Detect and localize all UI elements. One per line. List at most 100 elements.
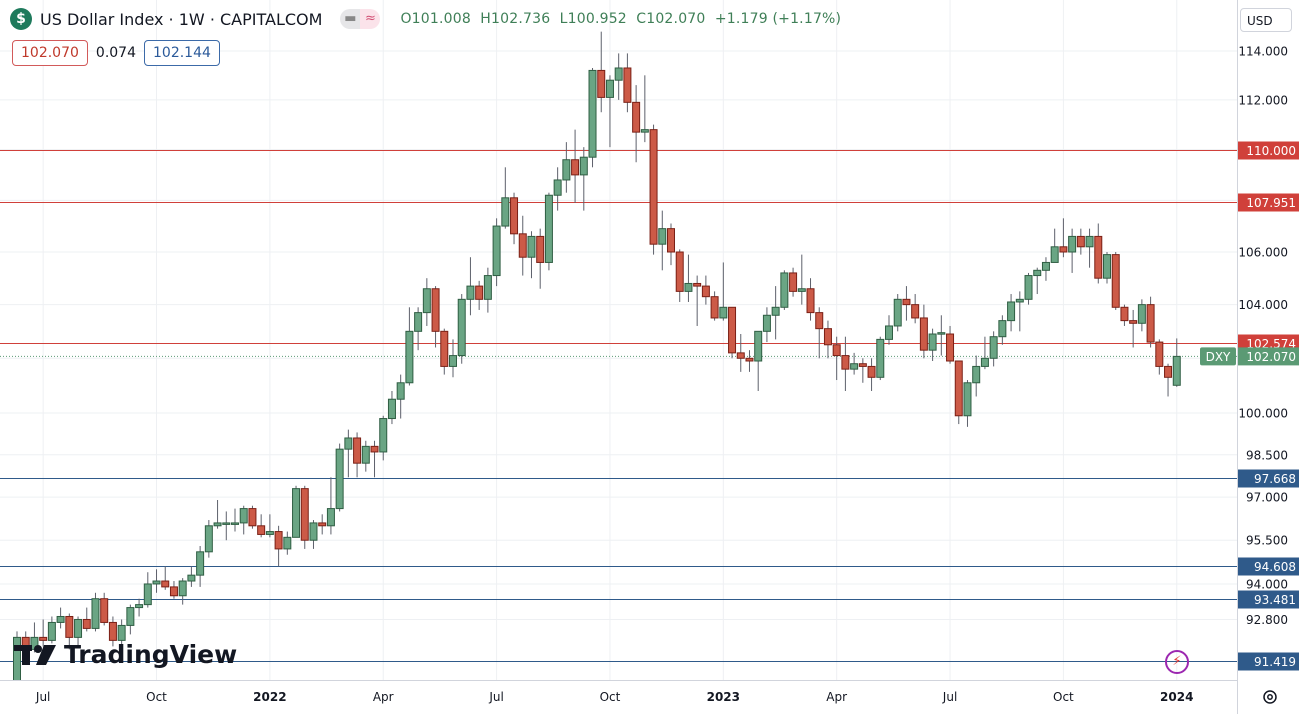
candle[interactable]	[544, 192, 553, 271]
candle[interactable]	[658, 210, 667, 271]
candle[interactable]	[213, 500, 222, 529]
candle[interactable]	[1007, 294, 1016, 332]
candle[interactable]	[466, 257, 475, 316]
candle[interactable]	[117, 619, 126, 647]
candle[interactable]	[736, 334, 745, 372]
candle[interactable]	[1094, 223, 1103, 284]
candle[interactable]	[885, 315, 893, 345]
candle[interactable]	[579, 147, 588, 211]
candle[interactable]	[1111, 252, 1120, 310]
candle[interactable]	[178, 578, 187, 605]
candle[interactable]	[449, 339, 457, 378]
candle[interactable]	[483, 267, 492, 313]
lightning-icon[interactable]: ⚡	[1165, 650, 1189, 674]
candle[interactable]	[379, 415, 388, 461]
candle[interactable]	[1172, 338, 1181, 387]
candle[interactable]	[39, 619, 48, 647]
candle[interactable]	[501, 167, 510, 229]
candle[interactable]	[326, 477, 335, 535]
price-axis[interactable]: 114.000 112.000 106.000 104.000 100.000 98.50…	[1238, 44, 1288, 626]
candle[interactable]	[152, 569, 161, 593]
candle[interactable]	[422, 278, 431, 326]
candle[interactable]	[91, 592, 100, 632]
minus-icon[interactable]: ▬	[340, 9, 361, 29]
candle[interactable]	[344, 429, 353, 478]
tradingview-logo[interactable]: TradingView	[14, 640, 237, 669]
candle[interactable]	[318, 514, 327, 535]
candle[interactable]	[867, 358, 876, 391]
candle[interactable]	[954, 360, 963, 425]
wave-icon[interactable]: ≈	[360, 9, 381, 29]
candle[interactable]	[1041, 257, 1050, 281]
candle[interactable]	[292, 485, 301, 538]
candle[interactable]	[850, 352, 859, 375]
candle[interactable]	[623, 53, 632, 113]
candle[interactable]	[972, 355, 981, 397]
candle[interactable]	[667, 223, 675, 266]
buy-button[interactable]: 102.144	[144, 40, 220, 66]
candle[interactable]	[928, 328, 937, 361]
candle[interactable]	[414, 307, 423, 351]
candle[interactable]	[187, 566, 196, 587]
candle[interactable]	[649, 124, 658, 255]
symbol-title[interactable]: US Dollar Index · 1W · CAPITALCOM	[40, 9, 323, 29]
candle[interactable]	[527, 231, 536, 279]
candle[interactable]	[684, 254, 693, 302]
candle[interactable]	[911, 294, 920, 324]
candle[interactable]	[553, 167, 562, 211]
candle[interactable]	[780, 270, 789, 310]
candle[interactable]	[248, 505, 257, 529]
candle[interactable]	[475, 280, 484, 310]
candle[interactable]	[300, 485, 309, 549]
settings-gear-icon[interactable]	[1261, 688, 1279, 706]
candle[interactable]	[108, 616, 117, 647]
candle[interactable]	[963, 380, 972, 427]
candle[interactable]	[370, 440, 379, 478]
time-axis[interactable]: Jul Oct 2022 Apr Jul Oct 2023 Apr Jul Oct 2024	[35, 690, 1194, 704]
candle[interactable]	[1024, 272, 1033, 305]
candle[interactable]	[361, 440, 370, 472]
candle[interactable]	[196, 546, 205, 587]
candle[interactable]	[806, 278, 815, 321]
candle[interactable]	[893, 294, 902, 332]
candle[interactable]	[946, 325, 955, 364]
candle[interactable]	[876, 336, 885, 381]
candle[interactable]	[536, 228, 545, 289]
candle[interactable]	[13, 631, 21, 691]
candle[interactable]	[309, 520, 318, 549]
candle[interactable]	[1015, 291, 1024, 332]
candle[interactable]	[989, 331, 998, 367]
candle[interactable]	[719, 262, 728, 321]
candle[interactable]	[1155, 339, 1164, 375]
candle[interactable]	[274, 525, 283, 567]
candle[interactable]	[387, 390, 396, 425]
candle[interactable]	[823, 320, 832, 359]
candle[interactable]	[597, 31, 606, 113]
candle[interactable]	[283, 531, 292, 555]
candle[interactable]	[1120, 304, 1129, 326]
candle[interactable]	[588, 67, 597, 168]
candle[interactable]	[919, 304, 928, 359]
candle[interactable]	[1033, 267, 1042, 295]
candle[interactable]	[265, 514, 274, 538]
candle[interactable]	[571, 129, 580, 203]
candle[interactable]	[100, 592, 109, 626]
candle[interactable]	[143, 572, 152, 608]
candle[interactable]	[789, 267, 798, 297]
candle[interactable]	[632, 85, 641, 163]
candle[interactable]	[1076, 228, 1085, 255]
candle[interactable]	[1146, 296, 1155, 348]
candle[interactable]	[231, 508, 239, 532]
candle[interactable]	[396, 374, 405, 419]
candle[interactable]	[239, 505, 248, 535]
candle[interactable]	[440, 328, 449, 375]
candle[interactable]	[510, 192, 519, 245]
candle[interactable]	[771, 286, 780, 340]
candle[interactable]	[1103, 252, 1111, 284]
candle[interactable]	[1059, 218, 1068, 258]
candle[interactable]	[353, 432, 362, 478]
candle[interactable]	[902, 286, 911, 321]
candle[interactable]	[135, 598, 144, 617]
candle[interactable]	[754, 330, 763, 391]
candle[interactable]	[492, 218, 501, 287]
